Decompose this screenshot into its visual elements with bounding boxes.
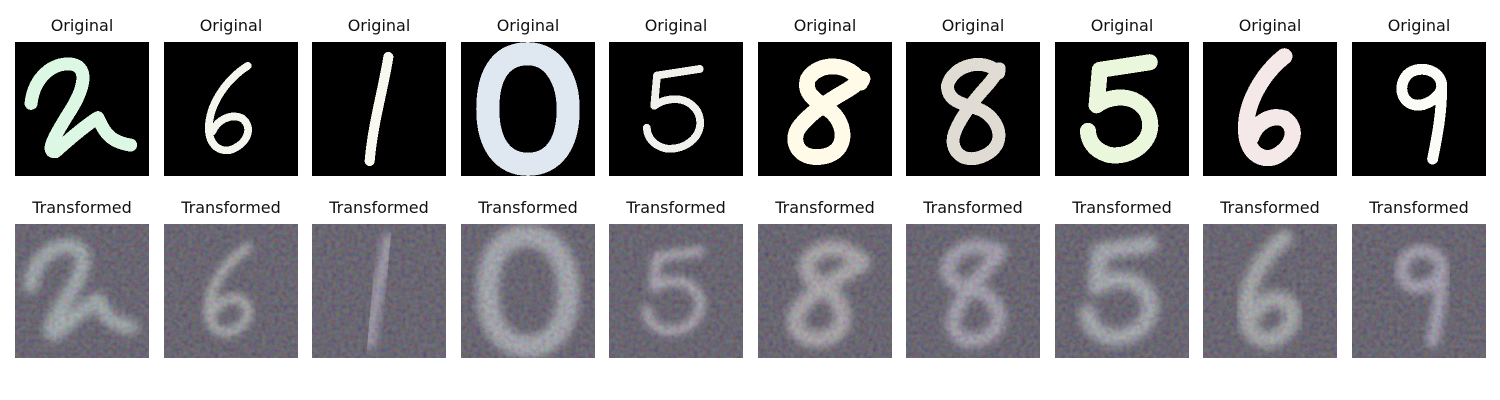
- transformed-digit-image: [164, 224, 298, 358]
- transformed-panel: Transformed: [1055, 199, 1189, 358]
- original-digit-image: [461, 42, 595, 176]
- original-panel: Original: [1055, 17, 1189, 176]
- original-digit-image: [758, 42, 892, 176]
- transformed-panel: Transformed: [758, 199, 892, 358]
- panel-title: Transformed: [478, 198, 578, 217]
- transformed-digit-image: [906, 224, 1040, 358]
- original-panel: Original: [1352, 17, 1486, 176]
- original-panel: Original: [758, 17, 892, 176]
- transformed-panel: Transformed: [906, 199, 1040, 358]
- transformed-panel: Transformed: [164, 199, 298, 358]
- panel-title: Original: [50, 16, 114, 35]
- panel-title: Original: [347, 16, 411, 35]
- transformed-digit-image: [1352, 224, 1486, 358]
- digit-stroke: [642, 65, 704, 153]
- digit-stroke: [205, 61, 252, 155]
- original-digit-image: [15, 42, 149, 176]
- panel-title: Transformed: [775, 198, 875, 217]
- transformed-digit-image: [1055, 224, 1189, 358]
- transformed-panel: Transformed: [461, 199, 595, 358]
- digit-stroke: [787, 58, 871, 165]
- original-panel: Original: [15, 17, 149, 176]
- transformed-digit-image: [758, 224, 892, 358]
- original-panel: Original: [609, 17, 743, 176]
- panel-title: Original: [644, 16, 708, 35]
- digit-stroke: [1396, 63, 1448, 165]
- original-digit-image: [609, 42, 743, 176]
- transformed-panel: Transformed: [609, 199, 743, 358]
- original-panel: Original: [164, 17, 298, 176]
- original-digit-image: [906, 42, 1040, 176]
- transformed-panel: Transformed: [15, 199, 149, 358]
- transformed-digit-image: [312, 224, 446, 358]
- panel-title: Original: [793, 16, 857, 35]
- transformed-digit-image: [609, 224, 743, 358]
- original-digit-image: [1203, 42, 1337, 176]
- panel-title: Original: [1238, 16, 1302, 35]
- panel-title: Transformed: [329, 198, 429, 217]
- transformed-digit-image: [15, 224, 149, 358]
- panel-title: Original: [1090, 16, 1154, 35]
- original-digit-image: [164, 42, 298, 176]
- panel-title: Original: [496, 16, 560, 35]
- original-panel: Original: [312, 17, 446, 176]
- original-digit-image: [1352, 42, 1486, 176]
- original-digit-image: [1055, 42, 1189, 176]
- panel-title: Original: [1387, 16, 1451, 35]
- original-panel: Original: [906, 17, 1040, 176]
- panel-title: Transformed: [923, 198, 1023, 217]
- digit-stroke: [1237, 48, 1301, 167]
- transformed-panel: Transformed: [1203, 199, 1337, 358]
- panel-title: Original: [941, 16, 1005, 35]
- digit-stroke: [24, 57, 138, 159]
- panel-title: Transformed: [1369, 198, 1469, 217]
- transformed-digit-image: [1203, 224, 1337, 358]
- panel-title: Transformed: [1072, 198, 1172, 217]
- digit-stroke: [941, 58, 1006, 166]
- panel-title: Transformed: [181, 198, 281, 217]
- digit-stroke: [1079, 54, 1159, 164]
- digit-stroke: [364, 51, 394, 167]
- digit-stroke: [476, 42, 580, 176]
- panel-title: Transformed: [626, 198, 726, 217]
- transformed-panel: Transformed: [312, 199, 446, 358]
- transformed-panel: Transformed: [1352, 199, 1486, 358]
- original-panel: Original: [1203, 17, 1337, 176]
- panel-title: Transformed: [32, 198, 132, 217]
- panel-title: Original: [199, 16, 263, 35]
- original-panel: Original: [461, 17, 595, 176]
- panel-title: Transformed: [1220, 198, 1320, 217]
- transformed-digit-image: [461, 224, 595, 358]
- original-digit-image: [312, 42, 446, 176]
